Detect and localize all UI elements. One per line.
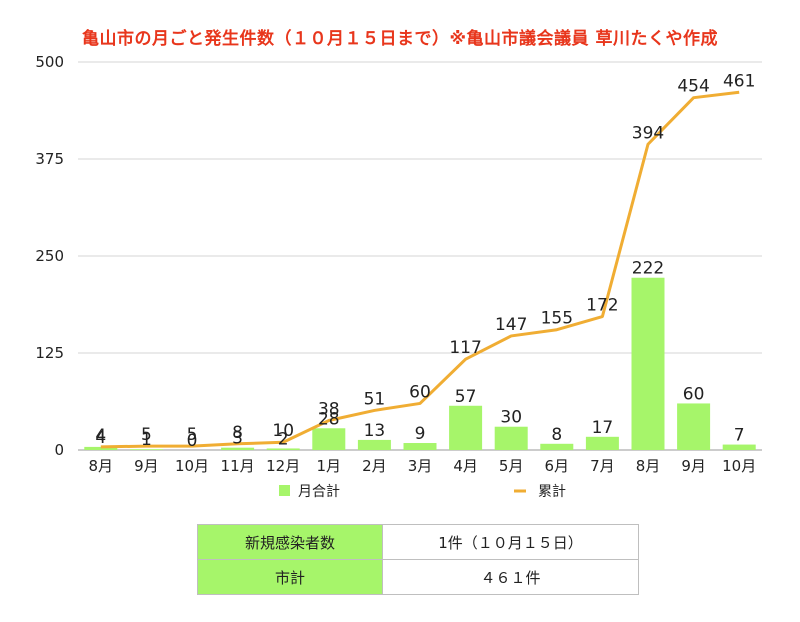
cumulative-value-label: 5: [187, 425, 198, 445]
bar-value-label: 222: [632, 259, 664, 279]
bar-value-label: 57: [455, 387, 477, 407]
bar-value-label: 2: [278, 429, 289, 449]
cumulative-value-label: 10: [272, 421, 294, 441]
cumulative-value-label: 155: [541, 309, 573, 329]
legend-label-line: 累計: [538, 484, 566, 500]
x-tick-label: 1月: [317, 457, 342, 475]
bar-value-label: 9: [415, 424, 426, 444]
legend: 月合計 累計: [279, 484, 566, 500]
bar-value-label: 7: [734, 426, 745, 446]
cumulative-value-label: 461: [723, 71, 755, 91]
bar: [449, 405, 483, 450]
x-tick-label: 3月: [408, 457, 433, 475]
bar-value-label: 8: [551, 425, 562, 445]
x-tick-label: 4月: [453, 457, 478, 475]
x-tick-label: 6月: [545, 457, 570, 475]
x-tick-label: 9月: [681, 457, 706, 475]
table-row: 新規感染者数 1件（１０月１５日）: [197, 524, 639, 560]
cumulative-value-label: 38: [318, 400, 340, 420]
y-tick-label: 500: [35, 53, 64, 71]
cumulative-value-label: 117: [449, 338, 481, 358]
table-row: 市計 ４６１件: [197, 559, 639, 595]
new-cases-label: 新規感染者数: [197, 524, 383, 560]
x-tick-label: 8月: [89, 457, 114, 475]
bar: [540, 443, 574, 450]
bar: [266, 448, 300, 450]
cumulative-value-label: 8: [232, 423, 243, 443]
y-tick-label: 125: [35, 344, 64, 362]
x-axis-ticks: 8月 9月 10月 11月 12月 1月 2月 3月 4月 5月 6月 7月 8月 9月 10月: [89, 457, 757, 475]
x-tick-label: 10月: [722, 457, 756, 475]
cumulative-value-label: 394: [632, 123, 664, 143]
x-tick-label: 7月: [590, 457, 615, 475]
bar: [631, 277, 665, 450]
x-tick-label: 5月: [499, 457, 524, 475]
bar-series: [84, 277, 756, 450]
cumulative-value-label: 5: [141, 425, 152, 445]
bar: [312, 428, 346, 450]
x-tick-label: 12月: [266, 457, 300, 475]
bar-value-label: 3: [232, 429, 243, 449]
bar-value-label: 28: [318, 409, 340, 429]
stats-table: 新規感染者数 1件（１０月１５日） 市計 ４６１件: [197, 524, 639, 595]
bar-value-label: 4: [95, 428, 106, 448]
line-series: [100, 90, 740, 449]
bar-value-label: 0: [187, 431, 198, 451]
chart-title: 亀山市の月ごと発生件数（１０月１５日まで）※亀山市議会議員 草川たくや作成: [82, 29, 718, 49]
y-tick-label: 250: [35, 247, 64, 265]
city-total-value: ４６１件: [382, 559, 639, 595]
x-tick-label: 10月: [175, 457, 209, 475]
new-cases-value: 1件（１０月１５日）: [382, 524, 639, 560]
city-total-label: 市計: [197, 559, 383, 595]
bar-value-label: 1: [141, 430, 152, 450]
y-tick-label: 375: [35, 150, 64, 168]
bar-value-label: 13: [364, 421, 386, 441]
bar: [494, 426, 528, 450]
bar: [84, 446, 118, 450]
bar-value-label: 60: [683, 384, 705, 404]
cumulative-value-label: 51: [364, 389, 386, 409]
bar-value-label: 30: [500, 408, 522, 428]
cumulative-line: [100, 90, 740, 449]
bar: [357, 439, 391, 450]
bar-value-label: 17: [592, 418, 614, 438]
bar: [677, 403, 711, 450]
cumulative-value-label: 172: [586, 296, 618, 316]
y-tick-label: 0: [54, 441, 64, 459]
cumulative-value-label: 4: [95, 426, 106, 446]
bar: [221, 447, 255, 450]
bar: [585, 436, 619, 450]
legend-label-bar: 月合計: [298, 484, 340, 500]
x-tick-label: 8月: [636, 457, 661, 475]
x-tick-label: 2月: [362, 457, 387, 475]
cumulative-value-label: 454: [677, 77, 709, 97]
x-tick-label: 11月: [221, 457, 255, 475]
bar: [129, 449, 163, 450]
y-axis-ticks: 0 125 250 375 500: [35, 53, 64, 459]
bar: [403, 443, 437, 450]
legend-swatch-bar: [279, 485, 290, 496]
bar: [722, 444, 756, 450]
x-tick-label: 9月: [134, 457, 159, 475]
cumulative-value-label: 147: [495, 315, 527, 335]
cumulative-value-label: 60: [409, 382, 431, 402]
